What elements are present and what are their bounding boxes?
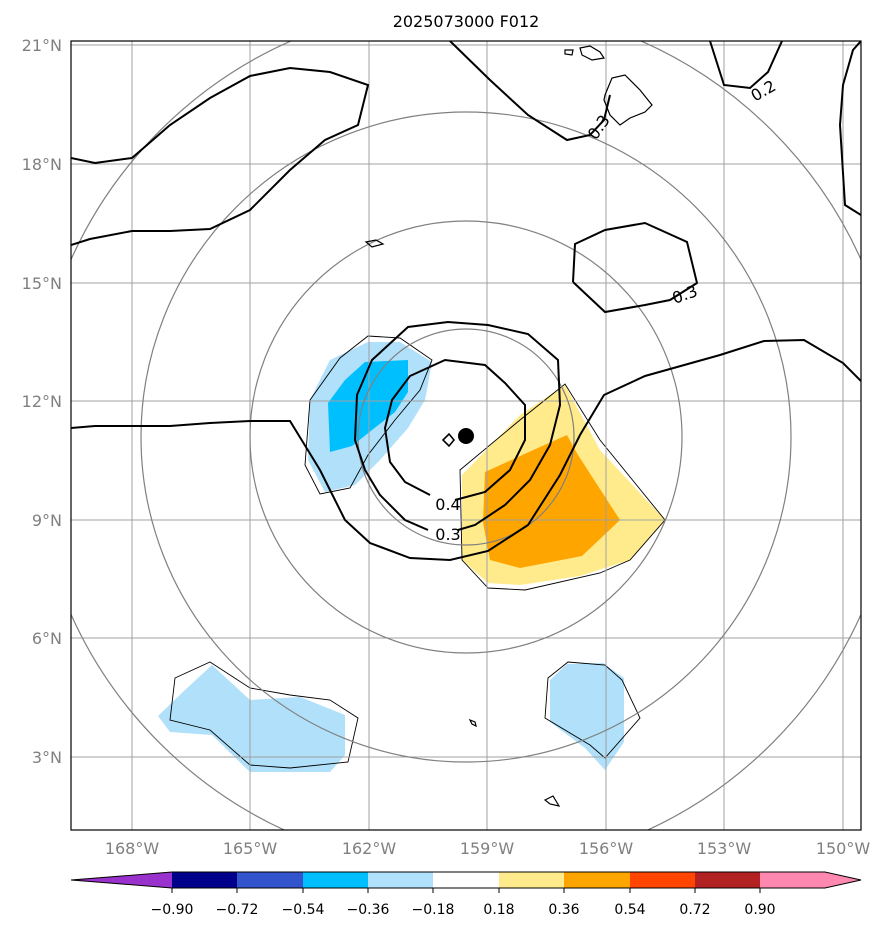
coastline-hawaii (603, 74, 653, 126)
map-title: 2025073000 F012 (393, 12, 540, 31)
lon-label: 156°W (579, 839, 634, 858)
lat-label: 12°N (22, 392, 62, 411)
colorbar-segment (564, 872, 630, 888)
thin-contours (169, 335, 666, 769)
coastlines (364, 45, 653, 807)
lat-label: 3°N (32, 748, 62, 767)
contour-label-0.3-south: 0.3 (435, 525, 460, 544)
storm-center-marker (458, 428, 474, 444)
longitude-labels: 168°W 165°W 162°W 159°W 156°W 153°W 150°… (105, 839, 871, 858)
lat-label: 21°N (22, 36, 62, 55)
colorbar-segment (303, 872, 368, 888)
lon-label: 162°W (342, 839, 397, 858)
contour-label-0.4: 0.4 (435, 495, 460, 514)
range-ring-1 (357, 328, 575, 546)
contour-0.3-blob (572, 221, 699, 314)
colorbar-extend-high (760, 872, 861, 888)
contour-north-0.3 (449, 41, 611, 142)
contour-label-0.3-north: 0.3 (584, 111, 614, 143)
negative-anomaly-southeast (550, 663, 624, 770)
colorbar-tick-label: −0.54 (282, 902, 325, 918)
colorbar-tick-label: −0.18 (412, 902, 455, 918)
positive-anomaly-strong (483, 435, 620, 568)
lon-label: 165°W (223, 839, 278, 858)
colorbar-tick-label: 0.72 (679, 902, 710, 918)
colorbar-ticks (171, 888, 761, 893)
range-ring-2 (249, 220, 683, 654)
contour-label-0.3-east: 0.3 (670, 281, 700, 308)
colorbar-segment (695, 872, 760, 888)
range-ring-3 (140, 111, 792, 763)
map-frame (70, 40, 862, 831)
colorbar-segment (368, 872, 433, 888)
lon-label: 153°W (697, 839, 752, 858)
small-contour-marker (441, 432, 456, 448)
main-contours (71, 41, 861, 562)
colorbar-segment (237, 872, 303, 888)
colorbar-segment (433, 872, 499, 888)
negative-anomaly-core (328, 360, 408, 452)
lat-label: 18°N (22, 155, 62, 174)
colorbar-segment (172, 872, 237, 888)
coastline-islet-1 (364, 239, 385, 248)
colorbar-tick-label: −0.90 (151, 902, 194, 918)
lon-label: 159°W (460, 839, 515, 858)
range-rings (71, 41, 861, 830)
contour-0.3-band (71, 338, 861, 562)
colorbar-tick-label: 0.18 (483, 902, 514, 918)
thin-contour-negative (304, 335, 433, 495)
colorbar-tick-label: 0.36 (548, 902, 579, 918)
thin-contour-southwest (169, 661, 359, 769)
lat-label: 9°N (32, 511, 62, 530)
colorbar-tick-label: −0.72 (216, 902, 259, 918)
lon-label: 150°W (816, 839, 871, 858)
contour-label-0.2: 0.2 (747, 76, 779, 105)
map-area: 0.4 0.3 0.3 0.3 0.2 (71, 41, 861, 830)
coastline-islet-2 (468, 718, 477, 728)
negative-anomaly-southwest (158, 665, 345, 772)
latitude-labels: 21°N 18°N 15°N 12°N 9°N 6°N 3°N (22, 36, 62, 767)
coastline-islet-3 (543, 795, 561, 807)
thin-contour-southeast (544, 661, 641, 759)
colorbar-tick-label: 0.90 (744, 902, 775, 918)
colorbar-extend-low (71, 872, 172, 888)
contour-east-edge (838, 41, 861, 216)
colorbar-segment (499, 872, 564, 888)
contour-inner-0.4 (383, 358, 526, 501)
colorbar-tick-label: 0.54 (614, 902, 645, 918)
lat-label: 6°N (32, 629, 62, 648)
coastline-molokai (564, 49, 574, 56)
coastline-maui (579, 45, 606, 61)
contour-0.3-ring (353, 320, 562, 531)
colorbar: −0.90 −0.72 −0.54 −0.36 −0.18 0.18 0.36 … (70, 871, 862, 918)
lon-label: 168°W (105, 839, 160, 858)
colorbar-tick-label: −0.36 (347, 902, 390, 918)
thin-contour-positive (459, 383, 666, 591)
gridlines (71, 41, 861, 830)
contour-north-0.2 (709, 41, 783, 90)
lat-label: 15°N (22, 274, 62, 293)
colorbar-segment (630, 872, 695, 888)
contour-northwest-1 (71, 66, 370, 246)
